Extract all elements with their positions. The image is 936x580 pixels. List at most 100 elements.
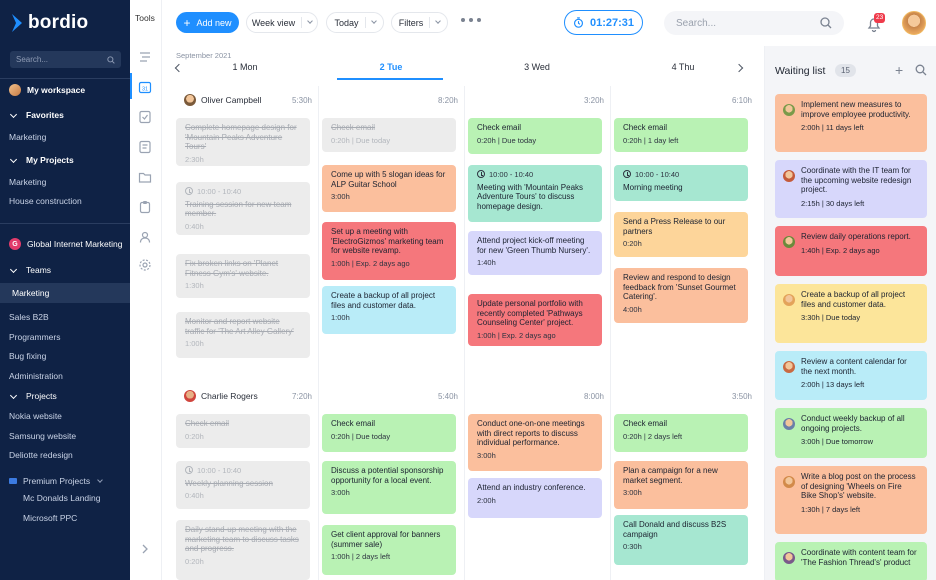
user-icon[interactable] [138, 230, 152, 244]
waiting-task-title: Implement new measures to improve employ… [801, 100, 911, 119]
projects-toggle[interactable]: Projects [9, 388, 57, 404]
task-card[interactable]: Attend project kick-off meeting for new … [468, 231, 602, 275]
task-card[interactable]: Update personal portfolio with recently … [468, 294, 602, 346]
search-placeholder: Search... [676, 17, 717, 29]
task-card[interactable]: 10:00 - 10:40 Meeting with 'Mountain Peak… [468, 165, 602, 222]
today-button[interactable]: Today [326, 12, 384, 33]
calendar-icon[interactable]: 31 [138, 80, 152, 94]
user-avatar[interactable] [902, 11, 926, 35]
brand-logo[interactable]: bordio [10, 12, 88, 34]
waiting-task-card[interactable]: Implement new measures to improve employ… [775, 94, 927, 152]
task-meta: 0:40h [185, 491, 204, 500]
task-card[interactable]: Plan a campaign for a new market segment… [614, 461, 748, 509]
project-item-marketing[interactable]: Marketing [9, 174, 46, 190]
project-item-house-construction[interactable]: House construction [9, 193, 82, 209]
settings-icon[interactable] [138, 258, 152, 272]
task-card[interactable]: Check email 0:20h [176, 414, 310, 448]
task-card[interactable]: Check email 0:20h | Due today [322, 118, 456, 152]
sidebar-search-input[interactable]: Search... [10, 51, 121, 68]
day-header-mon[interactable]: 1 Mon [232, 62, 258, 72]
task-time: 10:00 - 10:40 [623, 170, 739, 180]
task-card[interactable]: Check email 0:20h | 1 day left [614, 118, 748, 152]
waiting-task-title: Coordinate with the IT team for the upco… [801, 166, 912, 194]
task-card[interactable]: Fix broken links on 'Planet Fitness Gym'… [176, 254, 310, 298]
person-header: Oliver Campbell [184, 94, 261, 106]
day-header-thu[interactable]: 4 Thu [671, 62, 695, 72]
task-card[interactable]: Conduct one-on-one meetings with direct … [468, 414, 602, 471]
folder-icon[interactable] [138, 170, 152, 184]
premium-projects-folder[interactable]: Premium Projects [9, 473, 106, 489]
waiting-task-meta: 3:00h | Due tomorrow [801, 437, 873, 446]
task-card[interactable]: 10:00 - 10:40 Weekly planning session 0:40… [176, 461, 310, 509]
task-title: Update personal portfolio with recently … [477, 299, 583, 327]
org-switcher[interactable]: G Global Internet Marketing [9, 236, 122, 252]
task-card[interactable]: Check email 0:20h | 2 days left [614, 414, 748, 452]
bordio-logo-icon [12, 14, 22, 32]
task-card[interactable]: Send a Press Release to our partners 0:20… [614, 212, 748, 257]
task-card[interactable]: Create a backup of all project files and… [322, 286, 456, 334]
teams-toggle[interactable]: Teams [9, 262, 51, 278]
view-select[interactable]: Week view [246, 12, 318, 33]
org-project-nokia[interactable]: Nokia website [9, 408, 62, 424]
day-hours-total: 3:50h [731, 392, 752, 401]
global-search-input[interactable]: Search... [664, 11, 844, 35]
task-card[interactable]: 10:00 - 10:40 Morning meeting [614, 165, 748, 201]
favorites-toggle[interactable]: Favorites [9, 107, 64, 123]
org-project-samsung[interactable]: Samsung website [9, 428, 76, 444]
waiting-task-title: Review daily operations report. [801, 232, 911, 241]
task-card[interactable]: Check email 0:20h | Due today [468, 118, 602, 154]
my-projects-toggle[interactable]: My Projects [9, 152, 74, 168]
waiting-task-card[interactable]: Review daily operations report. 1:40h | E… [775, 226, 927, 276]
task-card[interactable]: Check email 0:20h | Due today [322, 414, 456, 452]
filters-button[interactable]: Filters [391, 12, 448, 33]
day-header-wed[interactable]: 3 Wed [524, 62, 550, 72]
task-card[interactable]: Discuss a potential sponsorship opportun… [322, 461, 456, 514]
clipboard-icon[interactable] [138, 200, 152, 214]
project-item-label: Marketing [9, 177, 47, 187]
day-header-tue[interactable]: 2 Tue [379, 62, 403, 72]
task-meta: 1:00h [185, 339, 204, 348]
team-item-bug-fixing[interactable]: Bug fixing [9, 348, 46, 364]
assignee-avatar [783, 361, 795, 373]
waiting-task-meta: 2:15h | 30 days left [801, 198, 865, 208]
more-options-icon[interactable] [461, 18, 481, 22]
task-card[interactable]: Review and respond to design feedback fr… [614, 268, 748, 323]
team-item-programmers[interactable]: Programmers [9, 329, 60, 345]
notes-icon[interactable] [138, 140, 152, 154]
waiting-task-card[interactable]: Review a content calendar for the next m… [775, 351, 927, 400]
task-meta: 0:20h [185, 431, 204, 441]
waiting-task-card[interactable]: Create a backup of all project files and… [775, 284, 927, 343]
search-icon[interactable] [915, 64, 927, 76]
team-item-marketing-active[interactable]: Marketing [12, 285, 49, 301]
task-card[interactable]: Attend an industry conference. 2:00h [468, 478, 602, 518]
org-project-deliotte[interactable]: Deliotte redesign [9, 447, 73, 463]
favorite-item-marketing[interactable]: Marketing [9, 129, 46, 145]
team-item-administration[interactable]: Administration [9, 368, 63, 384]
chevron-right-icon[interactable] [138, 542, 152, 556]
task-card[interactable]: 10:00 - 10:40 Training session for new te… [176, 182, 310, 235]
task-card[interactable]: Call Donald and discuss B2S campaign 0:30… [614, 515, 748, 565]
waiting-task-card[interactable]: Conduct weekly backup of all ongoing pro… [775, 408, 927, 458]
clock-icon [185, 187, 193, 195]
my-workspace-link[interactable]: My workspace [9, 82, 85, 98]
add-waiting-task-icon[interactable]: + [895, 62, 904, 78]
add-new-button[interactable]: + Add new [176, 12, 239, 33]
task-card[interactable]: Monitor and report website traffic for '… [176, 312, 310, 358]
waiting-task-card[interactable]: Write a blog post on the process of desi… [775, 466, 927, 534]
premium-item-microsoft[interactable]: Microsoft PPC [23, 510, 77, 526]
task-card[interactable]: Daily stand-up meeting with the marketin… [176, 520, 310, 580]
task-card[interactable]: Get client approval for banners (summer … [322, 525, 456, 575]
premium-item-mcdonalds[interactable]: Mc Donalds Landing [23, 490, 101, 506]
waiting-task-card[interactable]: Coordinate with the IT team for the upco… [775, 160, 927, 218]
person-header: Charlie Rogers [184, 390, 258, 402]
task-meta: 1:30h [185, 281, 204, 290]
waiting-task-card[interactable]: Coordinate with content team for 'The Fa… [775, 542, 927, 580]
task-card[interactable]: Set up a meeting with 'ElectroGizmos' ma… [322, 222, 456, 280]
checklist-icon[interactable] [138, 110, 152, 124]
team-item-sales-b2b[interactable]: Sales B2B [9, 309, 49, 325]
timeline-icon[interactable] [138, 50, 152, 64]
task-card[interactable]: Complete homepage design for 'Mountain P… [176, 118, 310, 166]
task-card[interactable]: Come up with 5 slogan ideas for ALP Guit… [322, 165, 456, 212]
time-tracker-button[interactable]: 01:27:31 [564, 10, 643, 35]
